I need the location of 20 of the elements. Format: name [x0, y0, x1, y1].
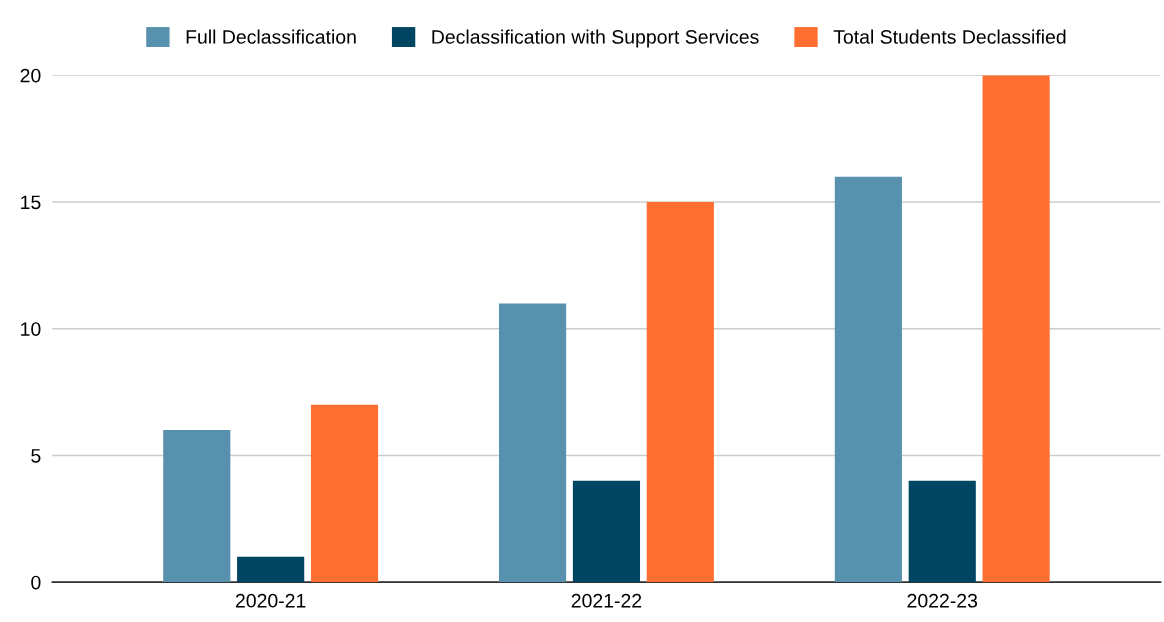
y-tick-label: 0 [31, 575, 41, 590]
legend-label: Full Declassification [186, 29, 356, 44]
y-tick-label: 15 [21, 195, 41, 210]
y-tick-label: 10 [21, 322, 41, 336]
bar [163, 430, 231, 583]
y-tick-label: 5 [31, 449, 41, 463]
bar [572, 480, 641, 583]
bar [237, 556, 305, 583]
legend-label: Total Students Declassified [833, 29, 1066, 44]
bar [982, 75, 1050, 583]
bar [646, 201, 714, 583]
bar [834, 176, 902, 583]
legend-label: Declassification with Support Services [432, 29, 759, 48]
bar [310, 404, 379, 583]
bar [498, 303, 567, 583]
x-tick-label: 2022-23 [907, 593, 978, 608]
x-tick-label: 2020-21 [235, 593, 306, 608]
y-tick-label: 20 [20, 68, 41, 83]
x-tick-label: 2021-22 [571, 593, 642, 608]
bar [908, 480, 976, 583]
